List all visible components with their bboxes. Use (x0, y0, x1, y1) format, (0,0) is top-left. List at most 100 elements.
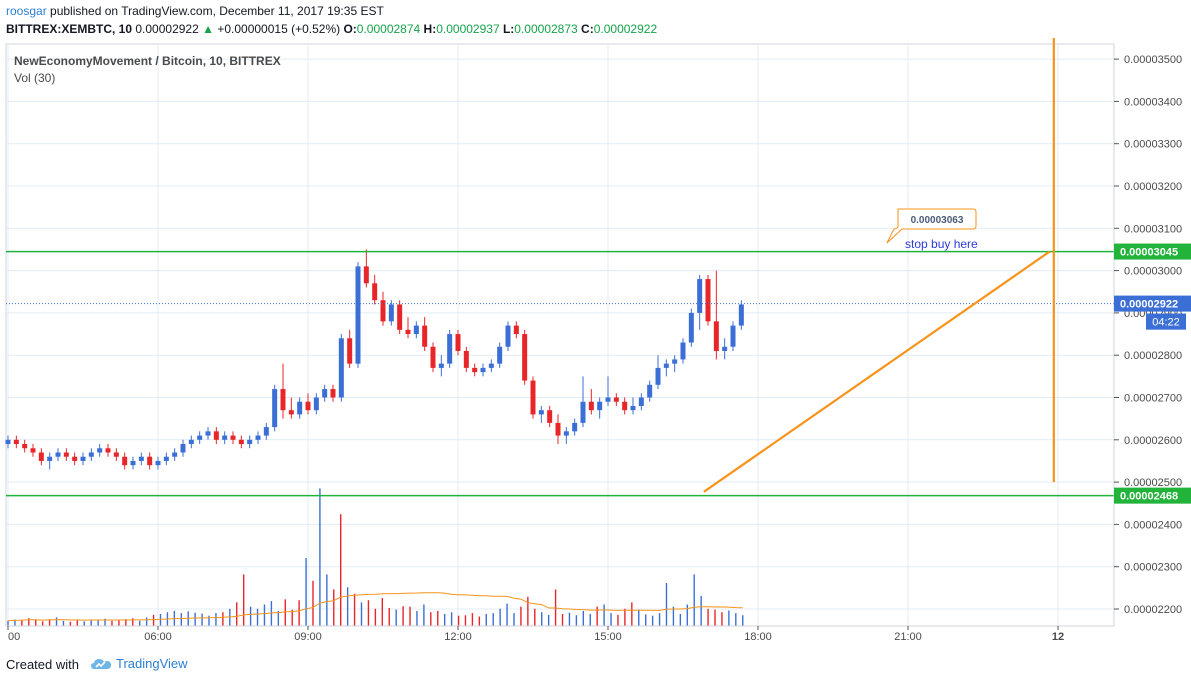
candle-down (405, 329, 411, 335)
y-tick-label: 0.00002300 (1124, 562, 1182, 574)
change-value: +0.00000015 (+0.52%) (217, 22, 341, 36)
low-value: 0.00002873 (514, 22, 578, 36)
countdown-bg (1146, 313, 1186, 330)
candle-up (188, 439, 194, 445)
price-tag-label: 0.00003045 (1120, 247, 1178, 259)
candle-up (130, 460, 136, 466)
candle-up (172, 452, 178, 457)
price-tag-resistance (1114, 243, 1191, 260)
x-tick-label: 06:00 (144, 631, 172, 643)
callout-text: 0.00003063 (911, 215, 964, 226)
author-link[interactable]: roosgar (6, 4, 47, 18)
y-tick-label: 0.00003300 (1124, 139, 1182, 151)
candle-up (413, 325, 419, 335)
candle-down (347, 338, 353, 364)
candle-down (230, 435, 236, 440)
candle-down (280, 389, 286, 411)
up-arrow-icon: ▲ (202, 22, 214, 36)
candle-down (713, 321, 719, 351)
candle-up (605, 397, 611, 402)
published-text: published on TradingView.com, December 1… (46, 4, 384, 18)
chart-title: NewEconomyMovement / Bitcoin, 10, BITTRE… (14, 54, 281, 68)
candle-up (722, 346, 728, 351)
candle-up (205, 431, 211, 436)
high-value: 0.00002937 (436, 22, 500, 36)
candle-up (663, 363, 669, 368)
candle-down (555, 422, 561, 436)
candle-down (372, 283, 378, 301)
y-tick-label: 0.00003000 (1124, 266, 1182, 278)
symbol-label: BITTREX:XEMBTC, 10 (6, 22, 133, 36)
candle-up (647, 384, 653, 398)
x-tick-label: 18:00 (744, 631, 772, 643)
candle-down (588, 401, 594, 411)
candle-up (638, 397, 644, 406)
candle-down (13, 439, 19, 445)
candle-down (613, 397, 619, 402)
candle-up (138, 456, 144, 461)
trend-line[interactable] (703, 250, 1051, 493)
candle-up (155, 460, 161, 466)
candle-up (697, 279, 703, 313)
candle-up (222, 435, 228, 440)
plot-area[interactable] (5, 43, 1115, 627)
footer: Created with TradingView (0, 651, 1191, 681)
price-tag-label: 0.00002468 (1120, 491, 1178, 503)
candle-down (72, 456, 78, 461)
candle-up (738, 304, 744, 326)
callout-box (886, 208, 977, 244)
y-tick-label: 0.00003500 (1124, 54, 1182, 66)
candle-down (705, 279, 711, 322)
candle-down (305, 401, 311, 411)
y-tick-label: 0.00002400 (1124, 519, 1182, 531)
drawings[interactable]: 0.00003063 stop buy here (6, 37, 1114, 497)
high-label: H: (423, 22, 437, 36)
candle-up (580, 401, 586, 423)
x-tick-label: 12 (1052, 631, 1064, 643)
y-tick-label: 0.00002800 (1124, 350, 1182, 362)
close-value: 0.00002922 (593, 22, 658, 36)
y-tick-label: 0.00003100 (1124, 223, 1182, 235)
price-axis-bg (1114, 44, 1191, 626)
candle-down (330, 389, 336, 398)
countdown-label: 04:22 (1152, 317, 1180, 329)
published-line: roosgar published on TradingView.com, De… (6, 2, 657, 20)
y-tick-label: 0.00002600 (1124, 435, 1182, 447)
candle-down (213, 431, 219, 440)
candle-up (297, 401, 303, 415)
candle-up (438, 363, 444, 368)
chart-header: roosgar published on TradingView.com, De… (6, 2, 657, 38)
candle-down (463, 350, 469, 368)
candle-down (530, 380, 536, 415)
tradingview-link[interactable]: TradingView (90, 655, 188, 671)
candle-up (97, 448, 103, 453)
y-tick-label: 0.00002500 (1124, 477, 1182, 489)
ohlc-line: BITTREX:XEMBTC, 10 0.00002922 ▲ +0.00000… (6, 20, 657, 38)
candle-up (163, 456, 169, 461)
price-tag-support (1114, 487, 1191, 504)
price-callout[interactable]: 0.00003063 (886, 208, 977, 244)
candle-up (180, 444, 186, 453)
candle-down (430, 346, 436, 368)
candle-up (388, 304, 394, 322)
candle-up (680, 342, 686, 360)
candle-up (255, 435, 261, 440)
price-tag-last (1114, 295, 1191, 312)
candle-down (113, 452, 119, 457)
created-with-text: Created with (6, 657, 79, 672)
candle-up (88, 452, 94, 457)
price-axis[interactable]: 0.00002200 0.00002300 0.00002400 0.00002500… (1113, 44, 1191, 626)
stop-buy-note[interactable]: stop buy here (905, 237, 978, 251)
candle-up (247, 439, 253, 445)
candle-down (122, 456, 128, 466)
time-axis[interactable]: 00 06:00 09:00 12:00 15:00 18:00 21:00 12 (6, 625, 1114, 643)
x-tick-label: 12:00 (444, 631, 472, 643)
candle-up (338, 338, 344, 398)
candle-down (63, 452, 69, 457)
candle-up (572, 422, 578, 432)
x-tick-label: 15:00 (594, 631, 622, 643)
candle-down (105, 448, 111, 453)
candle-down (522, 334, 528, 381)
x-tick-label: 00 (8, 631, 20, 643)
